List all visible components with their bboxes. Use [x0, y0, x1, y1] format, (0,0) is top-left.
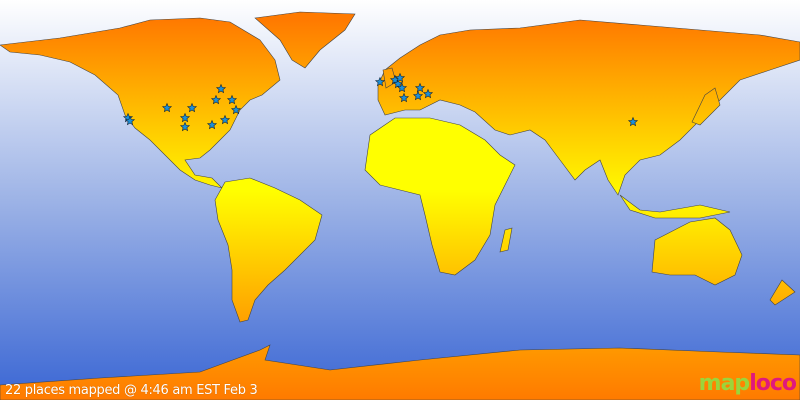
star-icon[interactable]	[219, 114, 231, 125]
star-icon[interactable]	[392, 78, 404, 89]
madagascar	[499, 227, 513, 253]
star-icon[interactable]	[226, 94, 238, 105]
japan	[691, 87, 721, 126]
indonesia	[619, 194, 731, 219]
star-icon[interactable]	[414, 82, 426, 93]
star-icon[interactable]	[186, 102, 198, 113]
south-america	[214, 177, 323, 323]
star-icon[interactable]	[230, 104, 242, 115]
star-icon[interactable]	[179, 112, 191, 123]
star-icon[interactable]	[206, 119, 218, 130]
star-icon[interactable]	[627, 116, 639, 127]
star-icon[interactable]	[179, 121, 191, 132]
markers	[122, 72, 639, 132]
star-icon[interactable]	[396, 82, 408, 93]
africa	[364, 117, 516, 276]
eurasia	[377, 19, 800, 196]
star-icon[interactable]	[398, 92, 410, 103]
star-icon[interactable]	[394, 72, 406, 83]
star-icon[interactable]	[124, 115, 136, 126]
greenland	[254, 11, 356, 69]
star-icon[interactable]	[210, 94, 222, 105]
star-icon[interactable]	[412, 90, 424, 101]
north-america	[0, 17, 281, 189]
star-icon[interactable]	[215, 83, 227, 94]
star-icon[interactable]	[374, 76, 386, 87]
star-icon[interactable]	[161, 102, 173, 113]
logo-part-map: map	[698, 371, 751, 396]
maploco-logo[interactable]: maploco	[698, 371, 797, 396]
new-zealand	[769, 279, 796, 306]
antarctica	[0, 344, 800, 400]
logo-part-loco: loco	[749, 371, 797, 396]
australia	[651, 217, 743, 286]
places-mapped-caption: 22 places mapped @ 4:46 am EST Feb 3	[5, 383, 258, 398]
star-icon[interactable]	[422, 88, 434, 99]
